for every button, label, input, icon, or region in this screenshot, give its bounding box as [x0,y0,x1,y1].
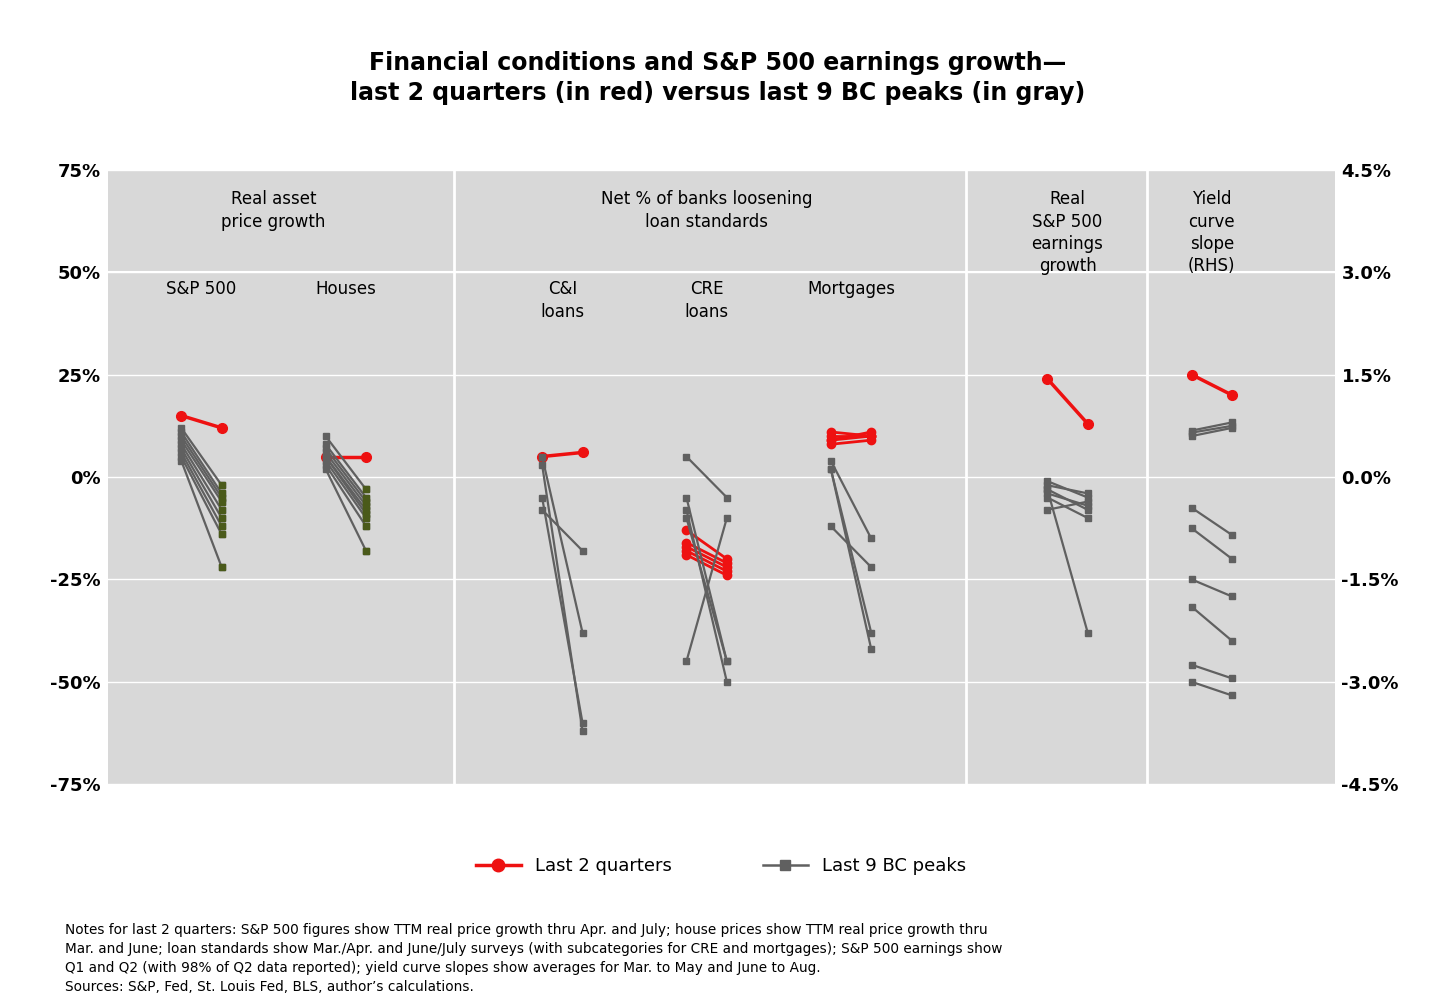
Text: S&P 500: S&P 500 [166,281,237,299]
Text: Notes for last 2 quarters: S&P 500 figures show TTM real price growth thru Apr. : Notes for last 2 quarters: S&P 500 figur… [65,923,1002,994]
Text: C&I
loans: C&I loans [540,281,584,321]
Text: Houses: Houses [316,281,376,299]
Legend: Last 2 quarters, Last 9 BC peaks: Last 2 quarters, Last 9 BC peaks [469,850,973,883]
Text: Real
S&P 500
earnings
growth: Real S&P 500 earnings growth [1032,191,1104,275]
Text: Real asset
price growth: Real asset price growth [221,191,326,231]
Text: Mortgages: Mortgages [806,281,895,299]
Text: Yield
curve
slope
(RHS): Yield curve slope (RHS) [1188,191,1236,275]
Text: Net % of banks loosening
loan standards: Net % of banks loosening loan standards [601,191,812,231]
Text: Financial conditions and S&P 500 earnings growth—
last 2 quarters (in red) versu: Financial conditions and S&P 500 earning… [350,51,1085,105]
Text: CRE
loans: CRE loans [684,281,729,321]
